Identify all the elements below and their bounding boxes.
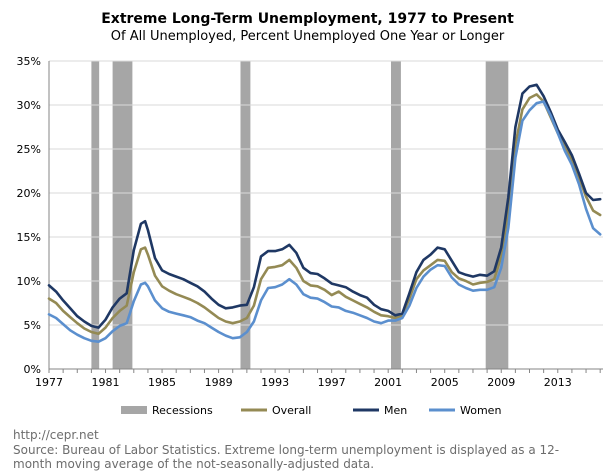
legend-swatch-recessions [121, 406, 147, 414]
legend-label-women: Women [460, 404, 501, 417]
y-tick-label: 5% [24, 319, 41, 332]
recession-band-1 [91, 61, 100, 369]
y-tick-label: 20% [17, 187, 41, 200]
x-tick-label: 1977 [35, 376, 63, 389]
series-line-overall [47, 93, 602, 336]
x-tick-label: 1985 [148, 376, 176, 389]
legend-label-overall: Overall [272, 404, 311, 417]
x-tick-label: 2001 [374, 376, 402, 389]
axes: 0% 5% 10% 15% 20% 25% 30% 35% 1977 1981 1985 1989 19… [17, 55, 603, 389]
recession-band-2 [112, 61, 133, 369]
series-line-women [47, 100, 602, 344]
series-lines [47, 83, 602, 344]
legend: Recessions Overall Men Women [121, 404, 501, 417]
legend-label-men: Men [384, 404, 407, 417]
legend-label-recessions: Recessions [152, 404, 213, 417]
y-tick-label: 0% [24, 363, 41, 376]
recession-band-4 [391, 61, 401, 369]
source-url: http://cepr.net [13, 428, 99, 442]
x-tick-label: 1981 [92, 376, 120, 389]
recession-band-3 [240, 61, 251, 369]
recession-band-5 [485, 61, 509, 369]
x-tick-label: 1993 [261, 376, 289, 389]
x-tick-label: 1997 [318, 376, 346, 389]
y-tick-label: 25% [17, 143, 41, 156]
series-line-men [47, 83, 602, 329]
y-tick-label: 30% [17, 99, 41, 112]
recession-bands [91, 61, 509, 369]
x-tick-label: 2013 [544, 376, 572, 389]
x-tick-label: 2005 [431, 376, 459, 389]
y-tick-label: 35% [17, 55, 41, 68]
chart-subtitle: Of All Unemployed, Percent Unemployed On… [110, 29, 505, 44]
y-tick-label: 10% [17, 275, 41, 288]
y-tick-label: 15% [17, 231, 41, 244]
x-tick-label: 2009 [487, 376, 515, 389]
source-note: Source: Bureau of Labor Statistics. Extr… [13, 443, 560, 471]
chart-title: Extreme Long-Term Unemployment, 1977 to … [101, 11, 514, 27]
x-tick-label: 1989 [205, 376, 233, 389]
